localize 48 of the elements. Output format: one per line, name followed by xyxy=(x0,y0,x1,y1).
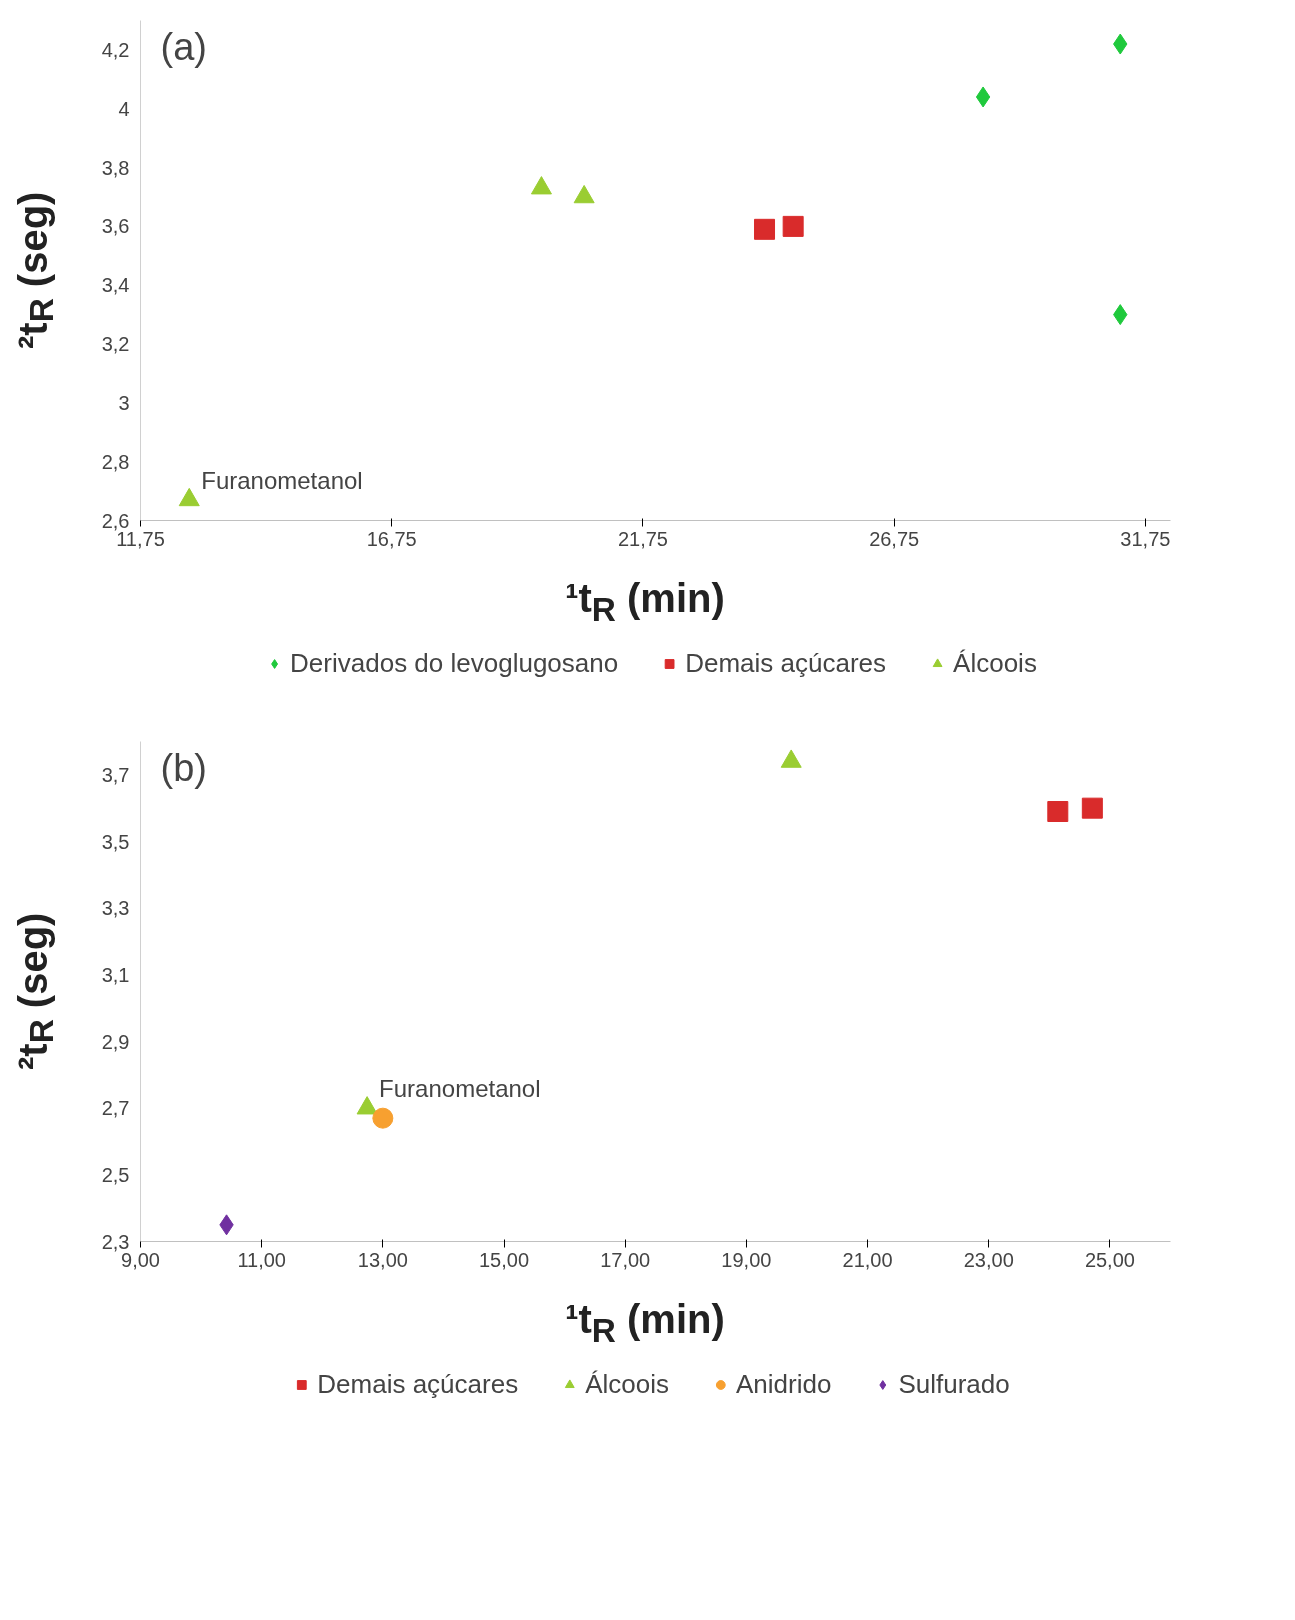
legend-label: Anidrido xyxy=(735,1368,832,1400)
legend-label: Sulfurado xyxy=(898,1368,1010,1400)
y-tick-label: 3,8 xyxy=(101,156,130,179)
y-tick-label: 4 xyxy=(118,97,130,120)
x-tick-label: 21,00 xyxy=(842,1248,893,1271)
x-tick-label: 15,00 xyxy=(479,1248,530,1271)
y-tick-label: 3 xyxy=(118,391,130,414)
x-axis-title: ¹t$_{R}$ (min) xyxy=(565,1297,725,1349)
x-tick-label: 13,00 xyxy=(357,1248,408,1271)
x-tick-label: 19,00 xyxy=(721,1248,772,1271)
y-tick-label: 3,3 xyxy=(101,897,130,920)
y-tick-label: 3,4 xyxy=(101,274,130,297)
y-tick-label: 2,6 xyxy=(101,509,130,532)
x-tick-label: 25,00 xyxy=(1084,1248,1135,1271)
y-tick-label: 2,8 xyxy=(101,450,130,473)
point xyxy=(1047,801,1069,822)
point xyxy=(782,215,804,237)
x-tick-label: 31,75 xyxy=(1120,527,1171,550)
point xyxy=(975,86,991,108)
x-tick-label: 23,00 xyxy=(963,1248,1014,1271)
annotation: Furanometanol xyxy=(379,1075,541,1103)
legend-label: Álcoois xyxy=(585,1368,669,1400)
legend-label: Álcoois xyxy=(953,647,1037,679)
y-tick-label: 3,2 xyxy=(101,333,130,356)
annotation: Furanometanol xyxy=(201,466,363,494)
chart-title: (b) xyxy=(160,746,207,789)
y-tick-label: 2,9 xyxy=(101,1030,130,1053)
legend-label: Demais açúcares xyxy=(685,647,887,679)
y-tick-label: 3,6 xyxy=(101,215,130,238)
y-tick-label: 3,7 xyxy=(101,763,130,786)
point xyxy=(1081,797,1103,819)
x-tick-label: 21,75 xyxy=(617,527,668,550)
point xyxy=(372,1107,394,1129)
x-tick-label: 11,00 xyxy=(237,1248,286,1271)
x-axis-title: ¹t$_{R}$ (min) xyxy=(565,576,725,628)
y-tick-label: 3,1 xyxy=(101,963,130,986)
legend-label: Demais açúcares xyxy=(317,1368,519,1400)
x-tick-label: 26,75 xyxy=(869,527,920,550)
chart-title: (a) xyxy=(160,25,207,68)
y-tick-label: 2,7 xyxy=(101,1097,130,1120)
y-tick-label: 4,2 xyxy=(101,38,130,61)
y-tick-label: 3,5 xyxy=(101,830,130,853)
legend-label: Derivados do levoglugosano xyxy=(290,647,619,679)
point xyxy=(754,218,776,240)
y-tick-label: 2,5 xyxy=(101,1163,130,1186)
x-tick-label: 17,00 xyxy=(600,1248,651,1271)
x-tick-label: 16,75 xyxy=(366,527,417,550)
point xyxy=(178,487,200,507)
